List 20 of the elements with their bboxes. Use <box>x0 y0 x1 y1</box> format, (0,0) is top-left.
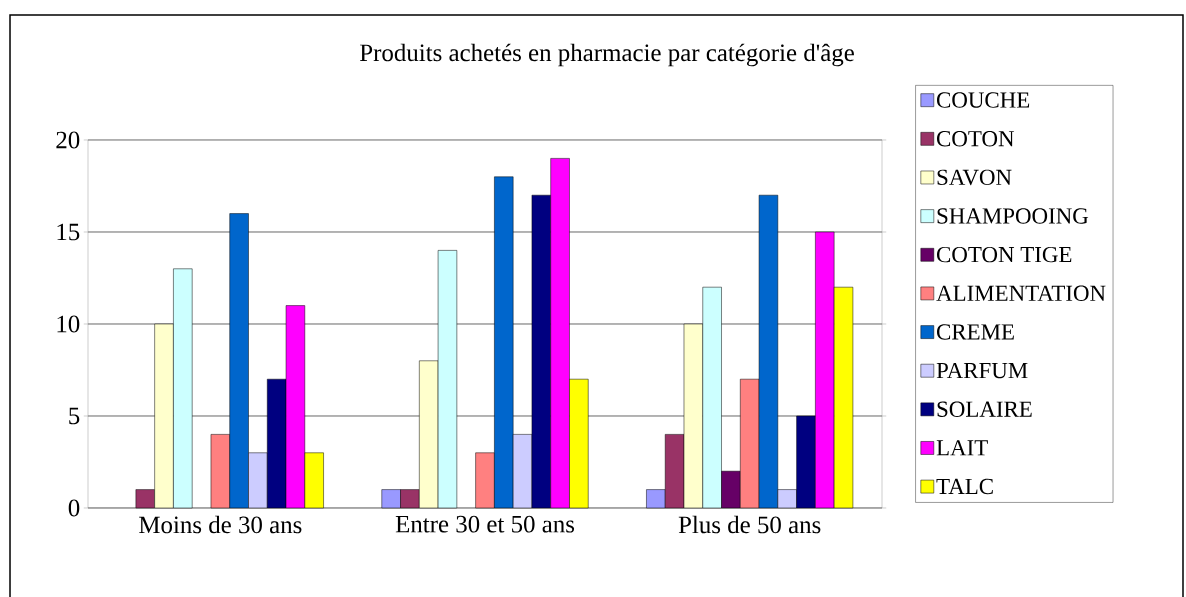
y-tick-label: 20 <box>56 131 80 149</box>
y-tick-label: 5 <box>69 407 80 425</box>
x-tick-label: Plus de 50 ans <box>678 515 821 534</box>
legend-label: SAVON <box>937 169 1012 186</box>
legend-label: COUCHE <box>936 92 1030 108</box>
legend-label: PARFUM <box>936 362 1028 379</box>
y-tick-label: 0 <box>68 499 80 517</box>
x-tick-label: Moins de 30 ans <box>139 515 302 534</box>
legend-label: ALIMENTATION <box>936 285 1106 301</box>
legend-label: LAIT <box>936 440 988 456</box>
y-tick-label: 10 <box>57 315 80 333</box>
legend-label: COTON <box>936 131 1015 147</box>
y-tick-label: 15 <box>57 223 80 241</box>
legend-label: SOLAIRE <box>937 401 1032 417</box>
legend-label: COTON TIGE <box>936 246 1072 263</box>
legend-label: TALC <box>936 478 993 495</box>
x-tick-label: Entre 30 et 50 ans <box>395 515 575 533</box>
chart-title: Produits achetés en pharmacie par catégorie d'âge <box>359 43 854 67</box>
legend-label: SHAMPOOING <box>937 208 1089 224</box>
legend-label: CREME <box>936 324 1014 340</box>
